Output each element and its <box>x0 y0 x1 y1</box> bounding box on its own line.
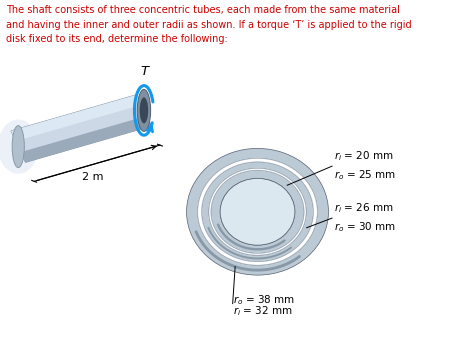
Wedge shape <box>201 162 313 262</box>
Polygon shape <box>11 95 141 141</box>
Text: $r_o$ = 38 mm: $r_o$ = 38 mm <box>232 294 294 307</box>
Wedge shape <box>197 159 317 265</box>
Text: 2 m: 2 m <box>82 172 104 182</box>
Wedge shape <box>208 168 305 255</box>
Wedge shape <box>186 148 328 275</box>
Polygon shape <box>11 95 151 162</box>
Circle shape <box>220 178 294 245</box>
Ellipse shape <box>137 89 151 131</box>
Ellipse shape <box>140 97 148 123</box>
Polygon shape <box>21 116 151 162</box>
Text: The shaft consists of three concentric tubes, each made from the same material
a: The shaft consists of three concentric t… <box>6 5 411 44</box>
Text: $r_i$ = 20 mm: $r_i$ = 20 mm <box>333 150 393 163</box>
Text: T: T <box>140 65 149 78</box>
Text: $r_i$ = 26 mm: $r_i$ = 26 mm <box>333 201 393 215</box>
Ellipse shape <box>12 126 24 168</box>
Text: $r_o$ = 25 mm: $r_o$ = 25 mm <box>333 168 395 182</box>
Text: $r_o$ = 30 mm: $r_o$ = 30 mm <box>333 220 395 234</box>
Text: $r_i$ = 32 mm: $r_i$ = 32 mm <box>232 304 292 318</box>
Ellipse shape <box>0 119 39 174</box>
Wedge shape <box>210 170 303 253</box>
